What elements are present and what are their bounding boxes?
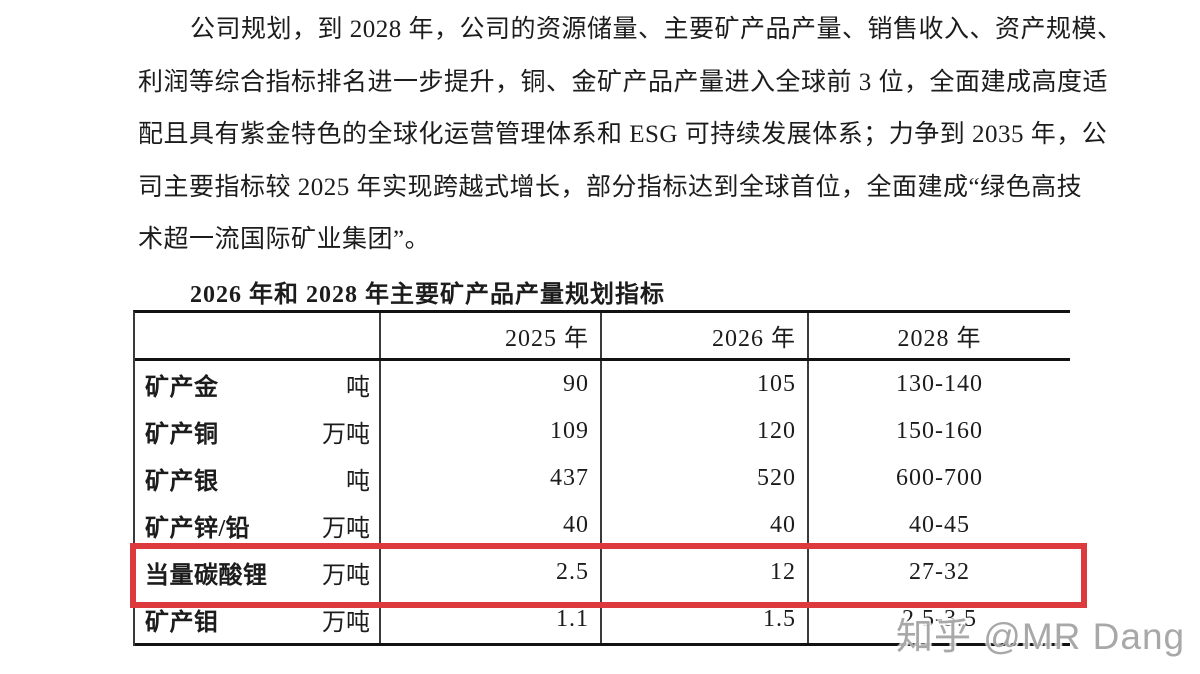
cell-value: 27-32 bbox=[909, 559, 970, 585]
mineral-name: 矿产铜 bbox=[145, 422, 219, 448]
mineral-cell: 矿产锌/铅 万吨 bbox=[135, 502, 379, 549]
header-label: 2025 年 bbox=[505, 326, 589, 352]
table-row: 矿产钼 万吨 1.1 1.5 2.5-3.5 bbox=[135, 596, 1070, 646]
cell-value: 40-45 bbox=[909, 512, 970, 538]
paragraph-line: 术超一流国际矿业集团”。 bbox=[138, 226, 431, 253]
value-2025: 437 bbox=[379, 455, 600, 502]
value-2025: 1.1 bbox=[379, 596, 600, 643]
value-2025: 40 bbox=[379, 502, 600, 549]
header-cell-2028: 2028 年 bbox=[807, 313, 1070, 358]
watermark: 知乎 @MR Dang bbox=[896, 616, 1186, 657]
paragraph-line: 配且具有紫金特色的全球化运营管理体系和 ESG 可持续发展体系；力争到 2035… bbox=[138, 121, 1108, 148]
mineral-name: 矿产银 bbox=[145, 469, 219, 495]
cell-value: 12 bbox=[770, 559, 796, 585]
paragraph-line: 司主要指标较 2025 年实现跨越式增长，部分指标达到全球首位，全面建成“绿色高… bbox=[138, 173, 1083, 201]
cell-value: 120 bbox=[757, 418, 796, 444]
cell-value: 2.5-3.5 bbox=[902, 606, 977, 632]
red-highlight-box bbox=[130, 543, 1087, 608]
cell-value: 2.5 bbox=[556, 559, 589, 585]
table-row: 矿产锌/铅 万吨 40 40 40-45 bbox=[135, 502, 1070, 549]
table-row: 矿产金 吨 90 105 130-140 bbox=[135, 361, 1070, 408]
mineral-unit: 吨 bbox=[346, 375, 370, 401]
mineral-unit: 万吨 bbox=[322, 610, 370, 636]
header-cell-blank bbox=[135, 313, 379, 358]
mineral-unit: 万吨 bbox=[322, 563, 370, 589]
mineral-unit: 万吨 bbox=[322, 422, 370, 448]
value-2028: 150-160 bbox=[807, 408, 1070, 455]
table-header-row: 2025 年 2026 年 2028 年 bbox=[135, 313, 1070, 361]
header-cell-2026: 2026 年 bbox=[600, 313, 807, 358]
cell-value: 520 bbox=[757, 465, 796, 491]
value-2028: 130-140 bbox=[807, 361, 1070, 408]
production-targets-table: 2025 年 2026 年 2028 年 矿产金 吨 90 105 130-14… bbox=[133, 310, 1070, 646]
value-2028: 2.5-3.5 bbox=[807, 596, 1070, 643]
table-row-highlighted: 当量碳酸锂 万吨 2.5 12 27-32 bbox=[135, 549, 1070, 596]
cell-value: 109 bbox=[550, 418, 589, 444]
cell-value: 40 bbox=[770, 512, 796, 538]
value-2026: 105 bbox=[600, 361, 807, 408]
mineral-name: 矿产钼 bbox=[145, 610, 219, 636]
cell-value: 437 bbox=[550, 465, 589, 491]
mineral-name: 矿产锌/铅 bbox=[145, 516, 251, 542]
mineral-cell: 矿产金 吨 bbox=[135, 361, 379, 408]
value-2026: 1.5 bbox=[600, 596, 807, 643]
value-2026: 40 bbox=[600, 502, 807, 549]
cell-value: 90 bbox=[563, 371, 589, 397]
mineral-cell: 当量碳酸锂 万吨 bbox=[135, 549, 379, 596]
cell-value: 130-140 bbox=[896, 371, 983, 397]
value-2025: 109 bbox=[379, 408, 600, 455]
value-2025: 2.5 bbox=[379, 549, 600, 596]
body-paragraph: 公司规划，到 2028 年，公司的资源储量、主要矿产品产量、销售收入、资产规模、… bbox=[138, 4, 1123, 267]
mineral-cell: 矿产铜 万吨 bbox=[135, 408, 379, 455]
value-2028: 40-45 bbox=[807, 502, 1070, 549]
value-2026: 120 bbox=[600, 408, 807, 455]
mineral-name: 矿产金 bbox=[145, 375, 219, 401]
cell-value: 1.5 bbox=[763, 606, 796, 632]
table-row: 矿产铜 万吨 109 120 150-160 bbox=[135, 408, 1070, 455]
value-2026: 520 bbox=[600, 455, 807, 502]
table-title: 2026 年和 2028 年主要矿产品产量规划指标 bbox=[190, 282, 665, 308]
mineral-cell: 矿产钼 万吨 bbox=[135, 596, 379, 643]
value-2028: 27-32 bbox=[807, 549, 1070, 596]
paragraph-line: 利润等综合指标排名进一步提升，铜、金矿产品产量进入全球前 3 位，全面建成高度适 bbox=[138, 68, 1109, 96]
header-cell-2025: 2025 年 bbox=[379, 313, 600, 358]
mineral-cell: 矿产银 吨 bbox=[135, 455, 379, 502]
value-2025: 90 bbox=[379, 361, 600, 408]
mineral-unit: 吨 bbox=[346, 469, 370, 495]
header-label: 2028 年 bbox=[897, 326, 982, 352]
value-2026: 12 bbox=[600, 549, 807, 596]
mineral-unit: 万吨 bbox=[322, 516, 370, 542]
value-2028: 600-700 bbox=[807, 455, 1070, 502]
cell-value: 105 bbox=[757, 371, 796, 397]
paragraph-line: 公司规划，到 2028 年，公司的资源储量、主要矿产品产量、销售收入、资产规模、 bbox=[190, 16, 1123, 43]
cell-value: 600-700 bbox=[896, 465, 983, 491]
cell-value: 40 bbox=[563, 512, 589, 538]
cell-value: 150-160 bbox=[896, 418, 983, 444]
table-row: 矿产银 吨 437 520 600-700 bbox=[135, 455, 1070, 502]
header-label: 2026 年 bbox=[712, 326, 796, 352]
mineral-name: 当量碳酸锂 bbox=[145, 563, 268, 589]
cell-value: 1.1 bbox=[556, 606, 589, 632]
